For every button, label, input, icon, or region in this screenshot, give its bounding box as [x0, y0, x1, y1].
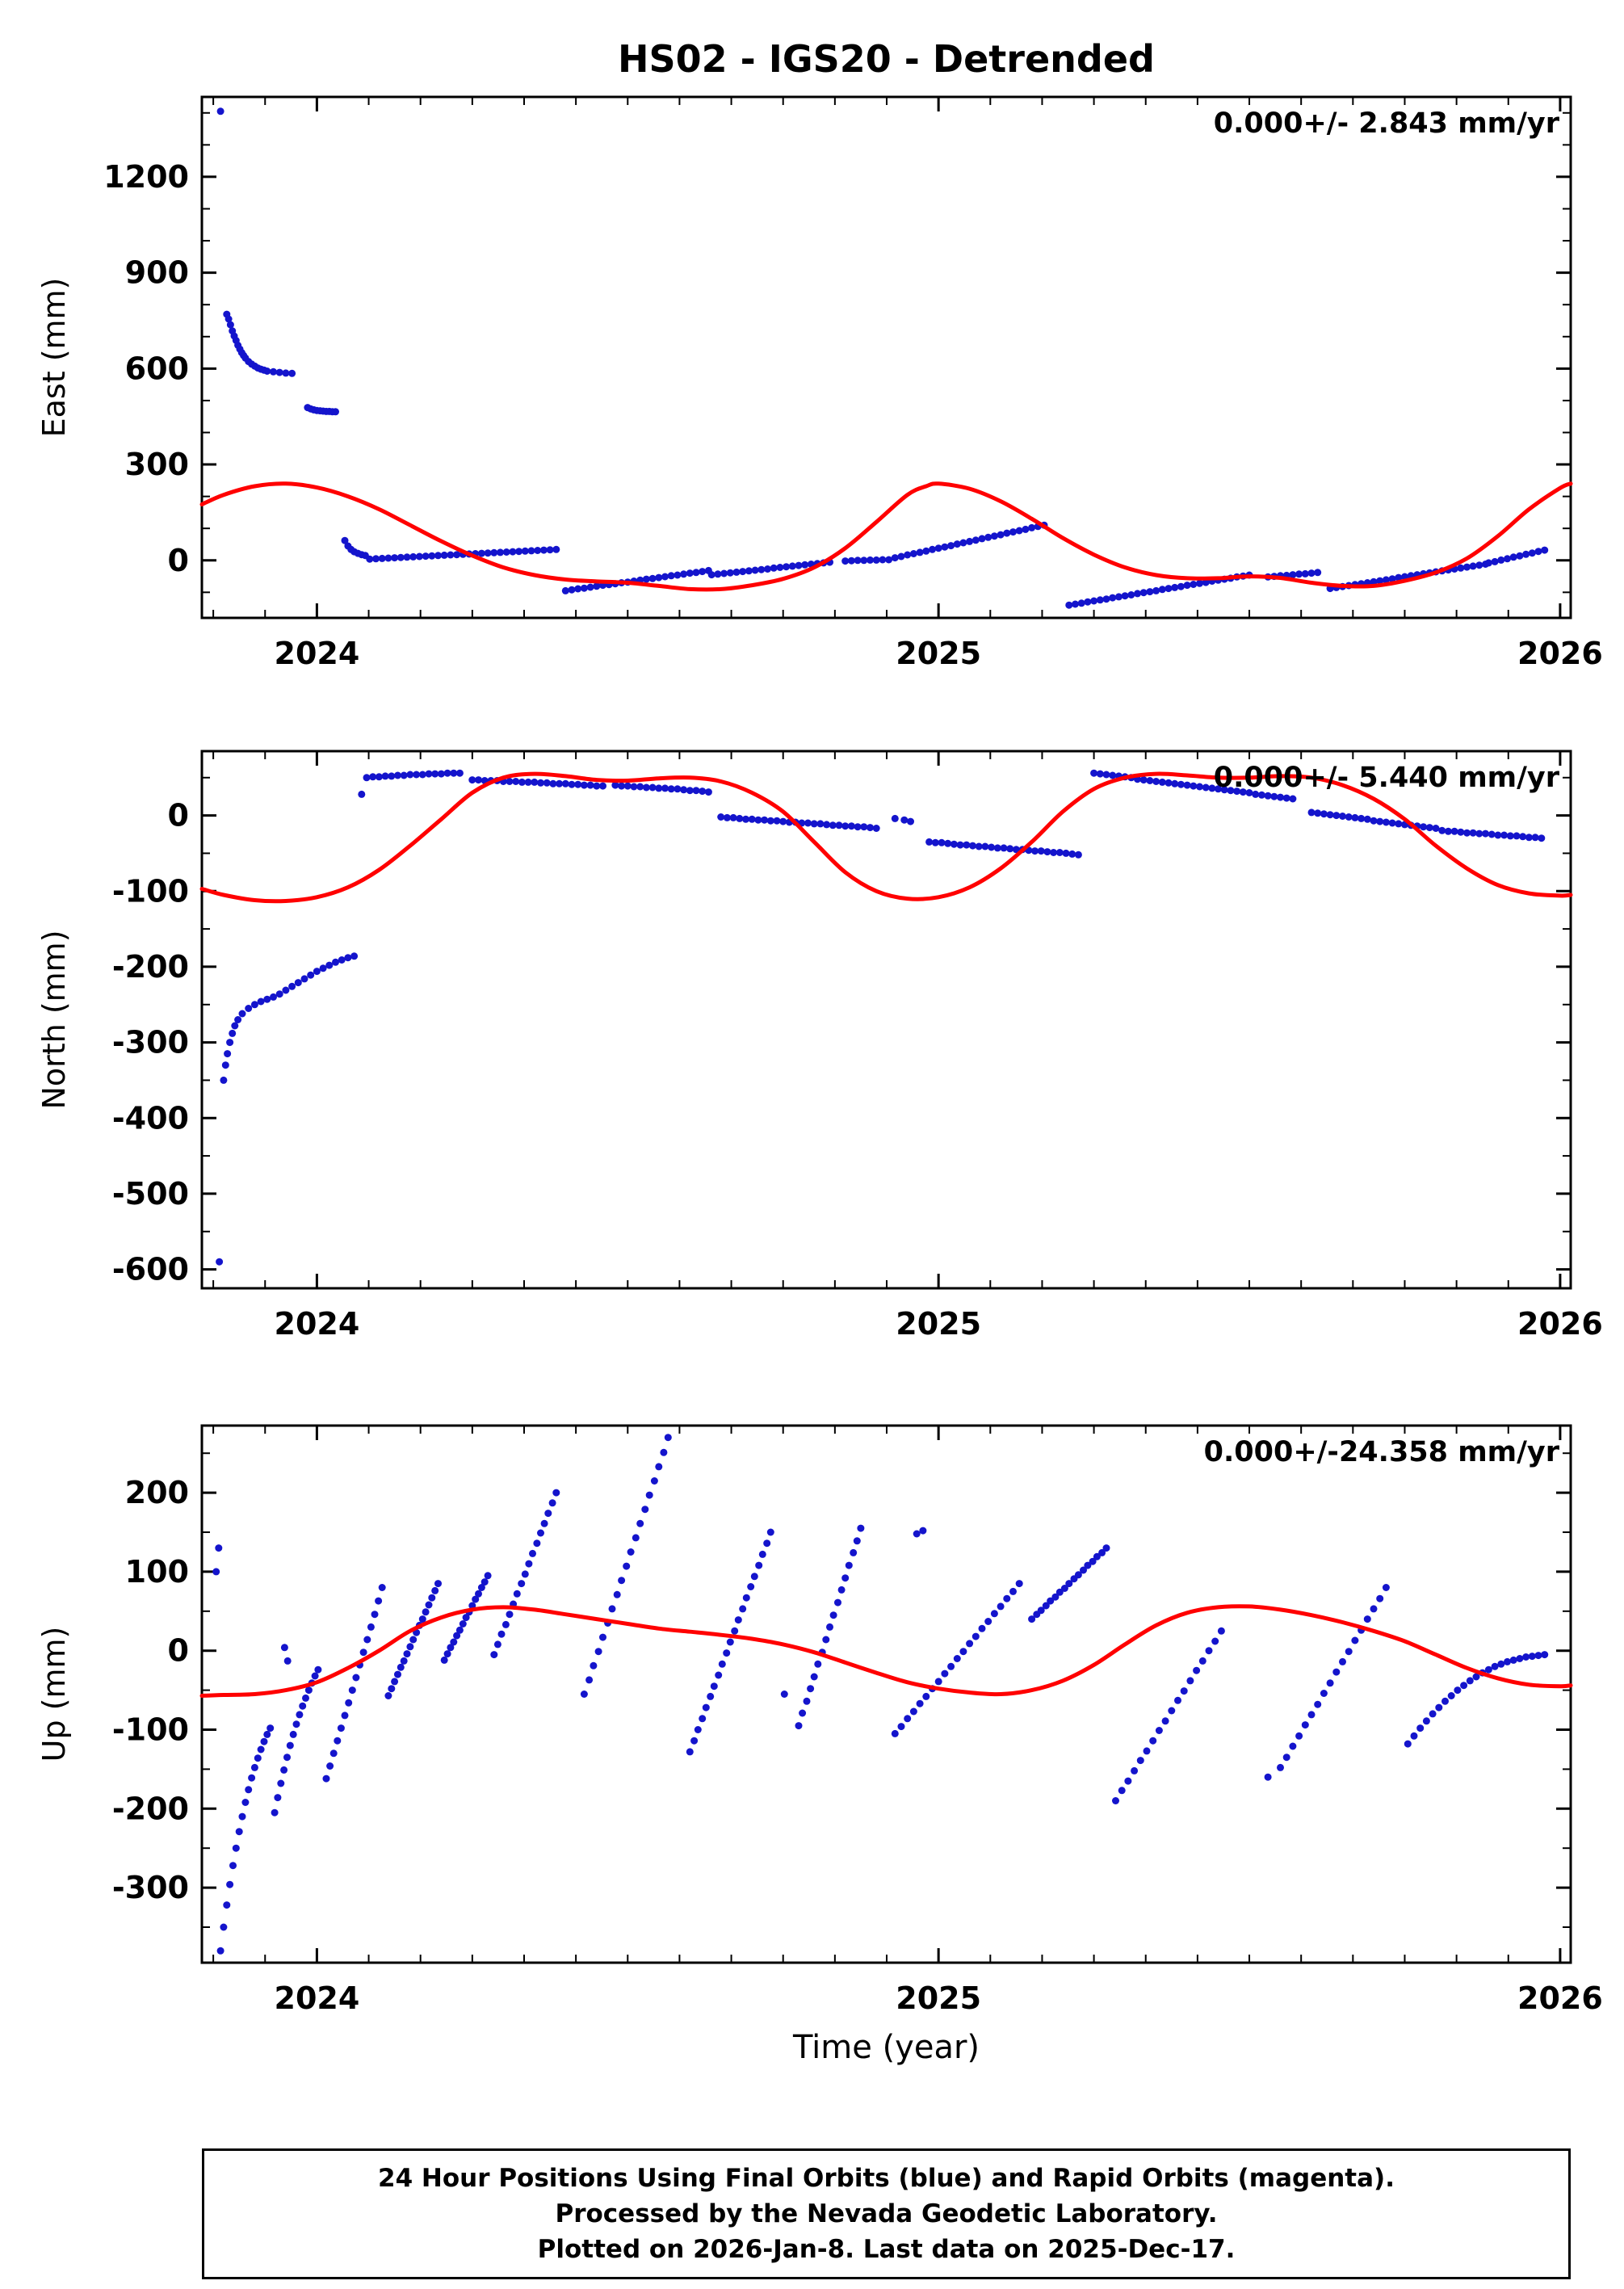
- plot-frame: [200, 95, 1572, 620]
- y-tick-label: 600: [125, 351, 189, 386]
- caption-box: 24 Hour Positions Using Final Orbits (bl…: [202, 2148, 1571, 2279]
- x-tick-label: 2025: [896, 636, 981, 671]
- north-model-curve: [199, 771, 1573, 904]
- east-final-orbit-points: [216, 107, 1549, 609]
- up-axis-title: Up (mm): [36, 1627, 72, 1762]
- y-tick-label: -500: [112, 1176, 189, 1212]
- up-rate-annotation: 0.000+/-24.358 mm/yr: [1204, 1436, 1560, 1468]
- panel-up: 2024 2025 2026 -300 -200 -100 0 100 200 0.000+/-2…: [36, 1424, 1603, 2016]
- up-model-curve: [199, 1604, 1573, 1698]
- x-tick-label: 2026: [1517, 636, 1603, 671]
- y-tick-label: 300: [125, 447, 189, 482]
- panel-north: 2024 2025 2026 -600 -500 -400 -300 -200 -100 0 0.0…: [36, 750, 1603, 1342]
- x-tick-label: 2024: [275, 1980, 360, 2016]
- x-tick-label: 2024: [275, 636, 360, 671]
- caption-line-2: Processed by the Nevada Geodetic Laborat…: [555, 2199, 1218, 2228]
- east-axis-title: East (mm): [36, 278, 72, 438]
- y-tick-label: 900: [125, 255, 189, 291]
- east-model-curve: [199, 481, 1573, 592]
- y-tick-label: -200: [112, 949, 189, 985]
- north-rate-annotation: 0.000+/- 5.440 mm/yr: [1214, 762, 1560, 794]
- y-tick-label: 100: [125, 1554, 189, 1590]
- y-tick-label: 0: [168, 543, 189, 578]
- y-tick-label: -100: [112, 1712, 189, 1748]
- x-tick-label: 2024: [275, 1306, 360, 1342]
- y-tick-label: -100: [112, 873, 189, 909]
- y-tick-label: 0: [168, 798, 189, 834]
- plot-frame: [200, 1424, 1572, 1964]
- panel-east: 2024 2025 2026 0 300 600 900 1200 0.000+/- 2.843…: [36, 95, 1603, 671]
- north-axis-title: North (mm): [36, 930, 72, 1109]
- x-axis-title: Time (year): [792, 2029, 980, 2066]
- x-tick-label: 2025: [896, 1980, 981, 2016]
- y-tick-label: -300: [112, 1025, 189, 1060]
- east-rate-annotation: 0.000+/- 2.843 mm/yr: [1214, 107, 1560, 140]
- caption-line-1: 24 Hour Positions Using Final Orbits (bl…: [378, 2164, 1395, 2193]
- x-tick-label: 2025: [896, 1306, 981, 1342]
- up-final-orbit-points: [212, 1434, 1549, 1955]
- x-tick-label: 2026: [1517, 1980, 1603, 2016]
- plot-frame: [200, 750, 1572, 1290]
- y-tick-label: -300: [112, 1870, 189, 1905]
- y-tick-label: 1200: [103, 159, 189, 195]
- y-tick-label: -200: [112, 1791, 189, 1826]
- y-tick-label: 0: [168, 1633, 189, 1669]
- x-tick-label: 2026: [1517, 1306, 1603, 1342]
- caption-line-3: Plotted on 2026-Jan-8. Last data on 2025…: [537, 2235, 1236, 2264]
- y-tick-label: 200: [125, 1475, 189, 1510]
- y-tick-label: -400: [112, 1100, 189, 1136]
- chart-title: HS02 - IGS20 - Detrended: [618, 37, 1155, 81]
- y-tick-label: -600: [112, 1252, 189, 1287]
